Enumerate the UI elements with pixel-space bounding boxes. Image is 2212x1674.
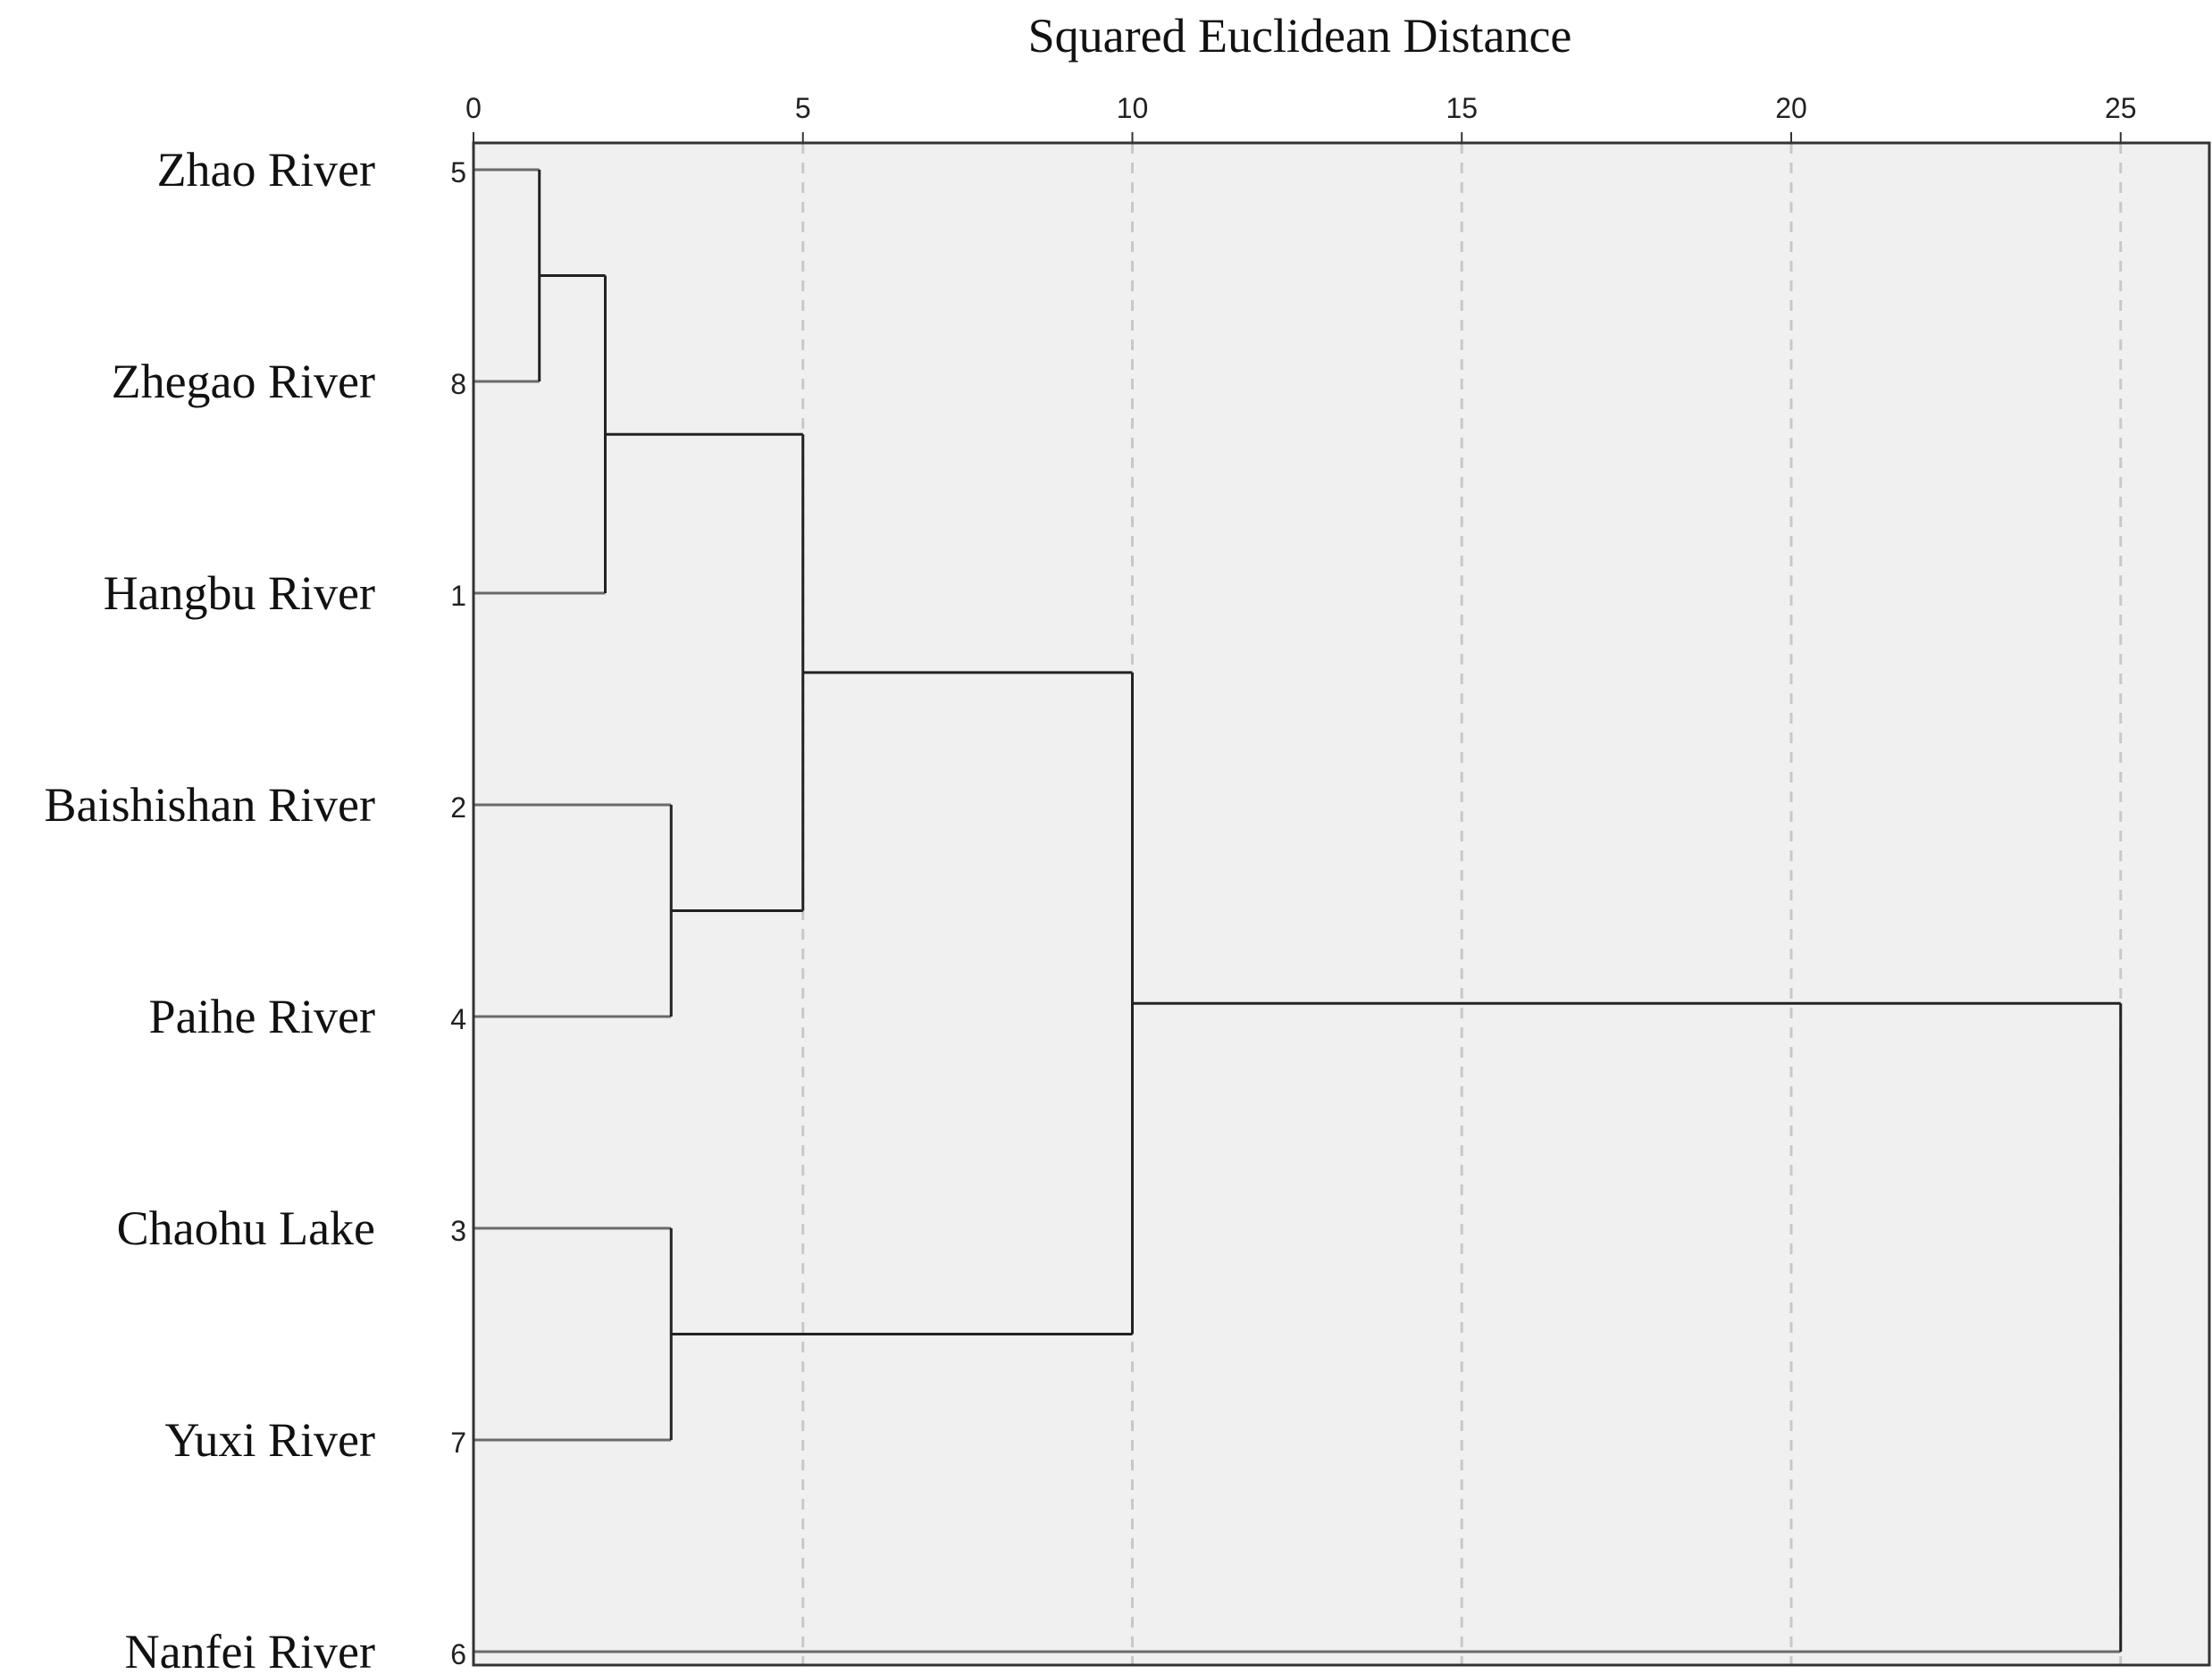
tick-layer: 0 5 10 15 20 25 xyxy=(465,92,2137,143)
x-tick-label: 10 xyxy=(1117,92,1149,124)
leaf-layer: Zhao River 5 Zhegao River 8 Hangbu River 1 Bai… xyxy=(45,143,466,1674)
leaf-label: Baishishan River xyxy=(45,778,375,832)
leaf-label: Yuxi River xyxy=(165,1413,376,1467)
x-tick-label: 20 xyxy=(1775,92,1807,124)
leaf-label: Zhao River xyxy=(157,143,375,197)
link-layer xyxy=(473,168,2123,1653)
x-tick-label: 0 xyxy=(465,92,482,124)
leaf-label: Chaohu Lake xyxy=(117,1201,375,1255)
leaf-case-number: 8 xyxy=(450,368,466,400)
plot-area xyxy=(473,143,2209,1665)
leaf-case-number: 3 xyxy=(450,1215,466,1247)
x-tick-label: 15 xyxy=(1445,92,1478,124)
x-tick-label: 5 xyxy=(795,92,811,124)
plot-frame xyxy=(472,141,2211,1667)
x-tick-label: 25 xyxy=(2105,92,2137,124)
leaf-label: Zhegao River xyxy=(112,355,375,408)
leaf-case-number: 2 xyxy=(450,791,466,824)
leaf-label: Paihe River xyxy=(149,990,375,1043)
leaf-label: Nanfei River xyxy=(125,1625,375,1674)
leaf-case-number: 7 xyxy=(450,1427,466,1459)
leaf-case-number: 1 xyxy=(450,580,466,612)
leaf-label: Hangbu River xyxy=(104,566,375,620)
x-axis-title: Squared Euclidean Distance xyxy=(1028,9,1572,63)
leaf-case-number: 5 xyxy=(450,156,466,188)
leaf-case-number: 6 xyxy=(450,1638,466,1670)
leaf-case-number: 4 xyxy=(450,1003,466,1035)
